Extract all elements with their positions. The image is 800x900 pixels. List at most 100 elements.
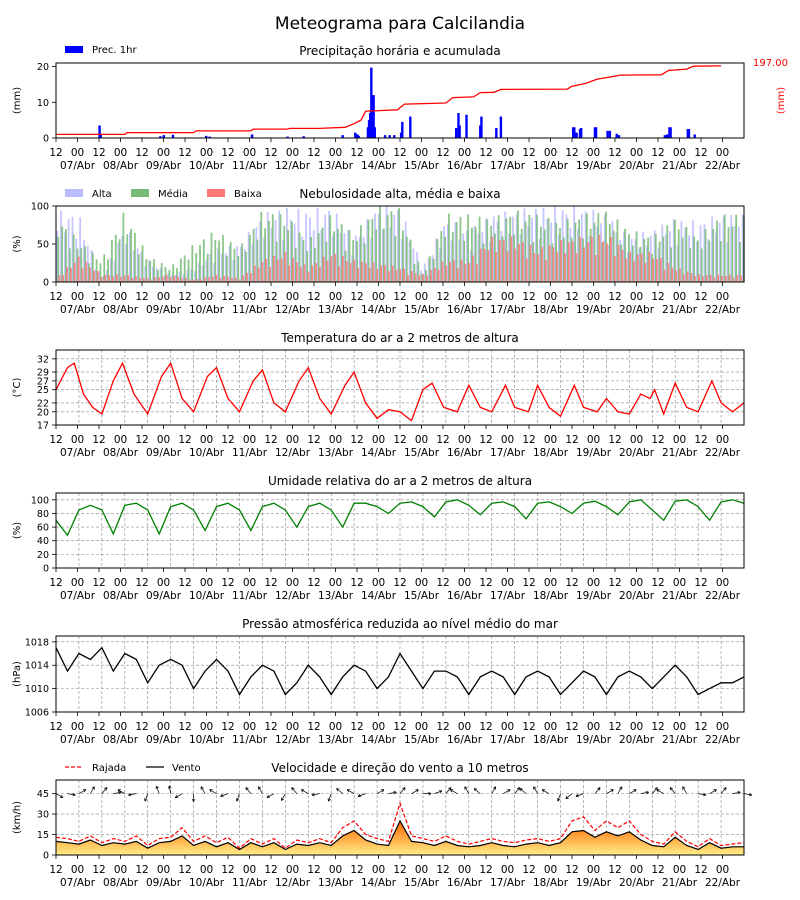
wind-direction-arrowhead bbox=[713, 789, 717, 793]
x-tick-label: 00 bbox=[200, 864, 213, 876]
wind-direction-arrowhead bbox=[357, 793, 362, 798]
cloud-bar-baixa bbox=[613, 255, 616, 282]
wind-direction-arrow bbox=[209, 789, 217, 794]
x-tick-label: 00 bbox=[200, 721, 213, 733]
cloud-bar-média bbox=[348, 229, 351, 282]
x-day-label: 21/Abr bbox=[662, 877, 698, 889]
x-tick-label: 00 bbox=[587, 864, 600, 876]
cloud-bar-baixa bbox=[376, 268, 379, 282]
legend-label-cloud: Média bbox=[158, 188, 188, 200]
legend-label-cloud: Alta bbox=[92, 189, 112, 200]
cloud-bar-média bbox=[103, 254, 106, 282]
x-tick-label: 12 bbox=[307, 291, 320, 303]
cloud-bar-baixa bbox=[579, 237, 582, 282]
x-day-label: 19/Abr bbox=[576, 590, 612, 602]
x-day-label: 13/Abr bbox=[318, 447, 354, 459]
x-tick-label: 12 bbox=[178, 721, 191, 733]
cloud-bar-média bbox=[421, 273, 424, 282]
x-tick-label: 00 bbox=[114, 291, 127, 303]
cloud-bar-alta bbox=[377, 213, 380, 282]
cloud-bar-média bbox=[670, 247, 672, 282]
x-tick-label: 12 bbox=[479, 577, 492, 589]
x-day-label: 21/Abr bbox=[662, 590, 698, 602]
x-day-label: 20/Abr bbox=[619, 734, 655, 746]
x-day-label: 20/Abr bbox=[619, 447, 655, 459]
x-day-label: 14/Abr bbox=[361, 590, 397, 602]
precip-bar bbox=[579, 128, 583, 138]
cloud-bar-média bbox=[693, 236, 695, 282]
cloud-bar-média bbox=[731, 226, 734, 282]
cloud-bar-média bbox=[310, 236, 312, 282]
wind-direction-arrowhead bbox=[633, 789, 637, 793]
x-day-label: 20/Abr bbox=[619, 304, 655, 316]
cloud-bar-alta bbox=[584, 211, 587, 282]
y-tick-label-wind: 30 bbox=[37, 810, 49, 821]
y-tick-label-cloud: 50 bbox=[37, 240, 49, 251]
y-tick-label-precip: 20 bbox=[37, 62, 49, 73]
legend-swatch-cloud bbox=[65, 189, 83, 197]
precip-bar bbox=[302, 136, 305, 138]
cloud-bar-baixa bbox=[261, 262, 264, 282]
x-tick-label: 00 bbox=[415, 577, 428, 589]
wind-direction-arrowhead bbox=[737, 790, 741, 795]
cloud-bar-média bbox=[543, 229, 546, 282]
cloud-bar-alta bbox=[661, 224, 664, 282]
cloud-bar-média bbox=[651, 253, 653, 282]
cloud-bar-alta bbox=[420, 270, 422, 282]
y-axis-label-wind: (km/h) bbox=[12, 801, 23, 834]
cloud-bar-média bbox=[566, 218, 569, 282]
cloud-bar-baixa bbox=[135, 276, 137, 282]
cloud-bar-baixa bbox=[215, 274, 218, 282]
cloud-bar-média bbox=[61, 226, 64, 282]
cloud-bar-baixa bbox=[560, 240, 563, 282]
cloud-bar-baixa bbox=[556, 252, 559, 282]
cloud-bar-alta bbox=[79, 217, 82, 282]
x-day-label: 17/Abr bbox=[490, 590, 526, 602]
cloud-bar-baixa bbox=[188, 279, 191, 282]
x-tick-label: 00 bbox=[673, 291, 686, 303]
x-day-label: 17/Abr bbox=[490, 734, 526, 746]
cloud-bar-média bbox=[704, 229, 707, 282]
cloud-bar-baixa bbox=[242, 275, 245, 282]
wind-direction-arrow bbox=[90, 786, 95, 794]
cloud-bar-alta bbox=[232, 259, 235, 282]
x-tick-label: 00 bbox=[200, 434, 213, 446]
cloud-bar-média bbox=[700, 248, 703, 282]
x-tick-label: 00 bbox=[200, 291, 213, 303]
x-tick-label: 00 bbox=[501, 864, 514, 876]
cloud-bar-alta bbox=[714, 232, 717, 282]
cloud-bar-média bbox=[271, 214, 274, 282]
wind-direction-arrowhead bbox=[327, 798, 331, 802]
wind-direction-arrow bbox=[669, 787, 676, 794]
cloud-bar-baixa bbox=[142, 278, 145, 282]
cloud-bar-média bbox=[532, 242, 535, 282]
cloud-bar-baixa bbox=[617, 244, 620, 282]
cloud-bar-alta bbox=[607, 245, 610, 282]
cloud-bar-baixa bbox=[583, 247, 586, 282]
y-tick-label-temp: 29 bbox=[37, 368, 49, 379]
cloud-bar-baixa bbox=[161, 277, 164, 282]
y-axis-label-pressure: (hPa) bbox=[12, 661, 23, 687]
cloud-bar-média bbox=[287, 230, 289, 282]
cloud-bar-baixa bbox=[334, 253, 337, 282]
cloud-bar-alta bbox=[439, 247, 442, 282]
wind-direction-arrow bbox=[594, 787, 601, 794]
x-tick-label: 12 bbox=[393, 577, 406, 589]
x-tick-label: 12 bbox=[92, 864, 105, 876]
wind-direction-arrow bbox=[445, 787, 452, 794]
cloud-bar-alta bbox=[121, 235, 124, 282]
x-tick-label: 00 bbox=[544, 291, 557, 303]
cloud-bar-baixa bbox=[58, 275, 61, 282]
cloud-bar-alta bbox=[366, 219, 369, 282]
cloud-bar-média bbox=[574, 222, 577, 282]
y-tick-label-temp: 32 bbox=[37, 354, 49, 365]
cloud-bar-média bbox=[402, 230, 404, 282]
cloud-bar-alta bbox=[404, 221, 407, 282]
cloud-bar-média bbox=[187, 259, 190, 282]
x-tick-label: 00 bbox=[243, 577, 256, 589]
x-day-label: 11/Abr bbox=[232, 447, 268, 459]
cloud-bar-alta bbox=[454, 222, 457, 282]
wind-direction-arrowhead bbox=[541, 789, 546, 793]
wind-direction-arrowhead bbox=[220, 793, 224, 798]
cloud-bar-média bbox=[313, 247, 316, 282]
